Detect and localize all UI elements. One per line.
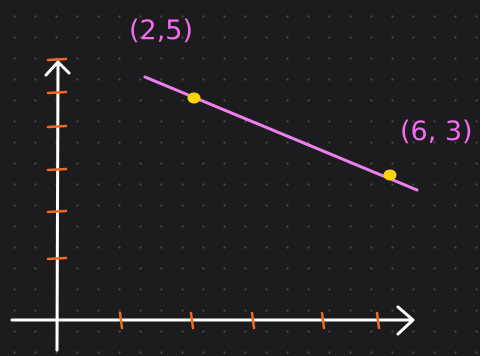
y-axis [44, 60, 71, 352]
point-dot-2 [383, 169, 397, 181]
y-axis-arrowhead [44, 60, 71, 77]
x-tick-4 [320, 311, 326, 330]
x-axis-ticks [118, 311, 381, 330]
x-axis-arrowhead [396, 305, 415, 336]
y-tick-5 [46, 209, 68, 214]
y-tick-4 [46, 167, 68, 172]
y-axis-ticks [46, 57, 68, 261]
y-tick-3 [46, 124, 68, 129]
point-label-first: (2,5) [129, 15, 193, 46]
marked-points [187, 92, 397, 181]
y-tick-6 [46, 256, 68, 261]
x-tick-3 [250, 311, 256, 330]
y-tick-2 [46, 90, 68, 95]
y-tick-1 [46, 57, 68, 62]
x-tick-5 [375, 311, 381, 330]
x-tick-2 [189, 311, 195, 330]
x-axis [10, 305, 415, 336]
point-dot-1 [187, 92, 201, 104]
y-axis-line [55, 64, 60, 352]
graph-line [143, 75, 419, 192]
x-tick-1 [118, 311, 124, 330]
point-label-second: (6, 3) [400, 116, 473, 147]
